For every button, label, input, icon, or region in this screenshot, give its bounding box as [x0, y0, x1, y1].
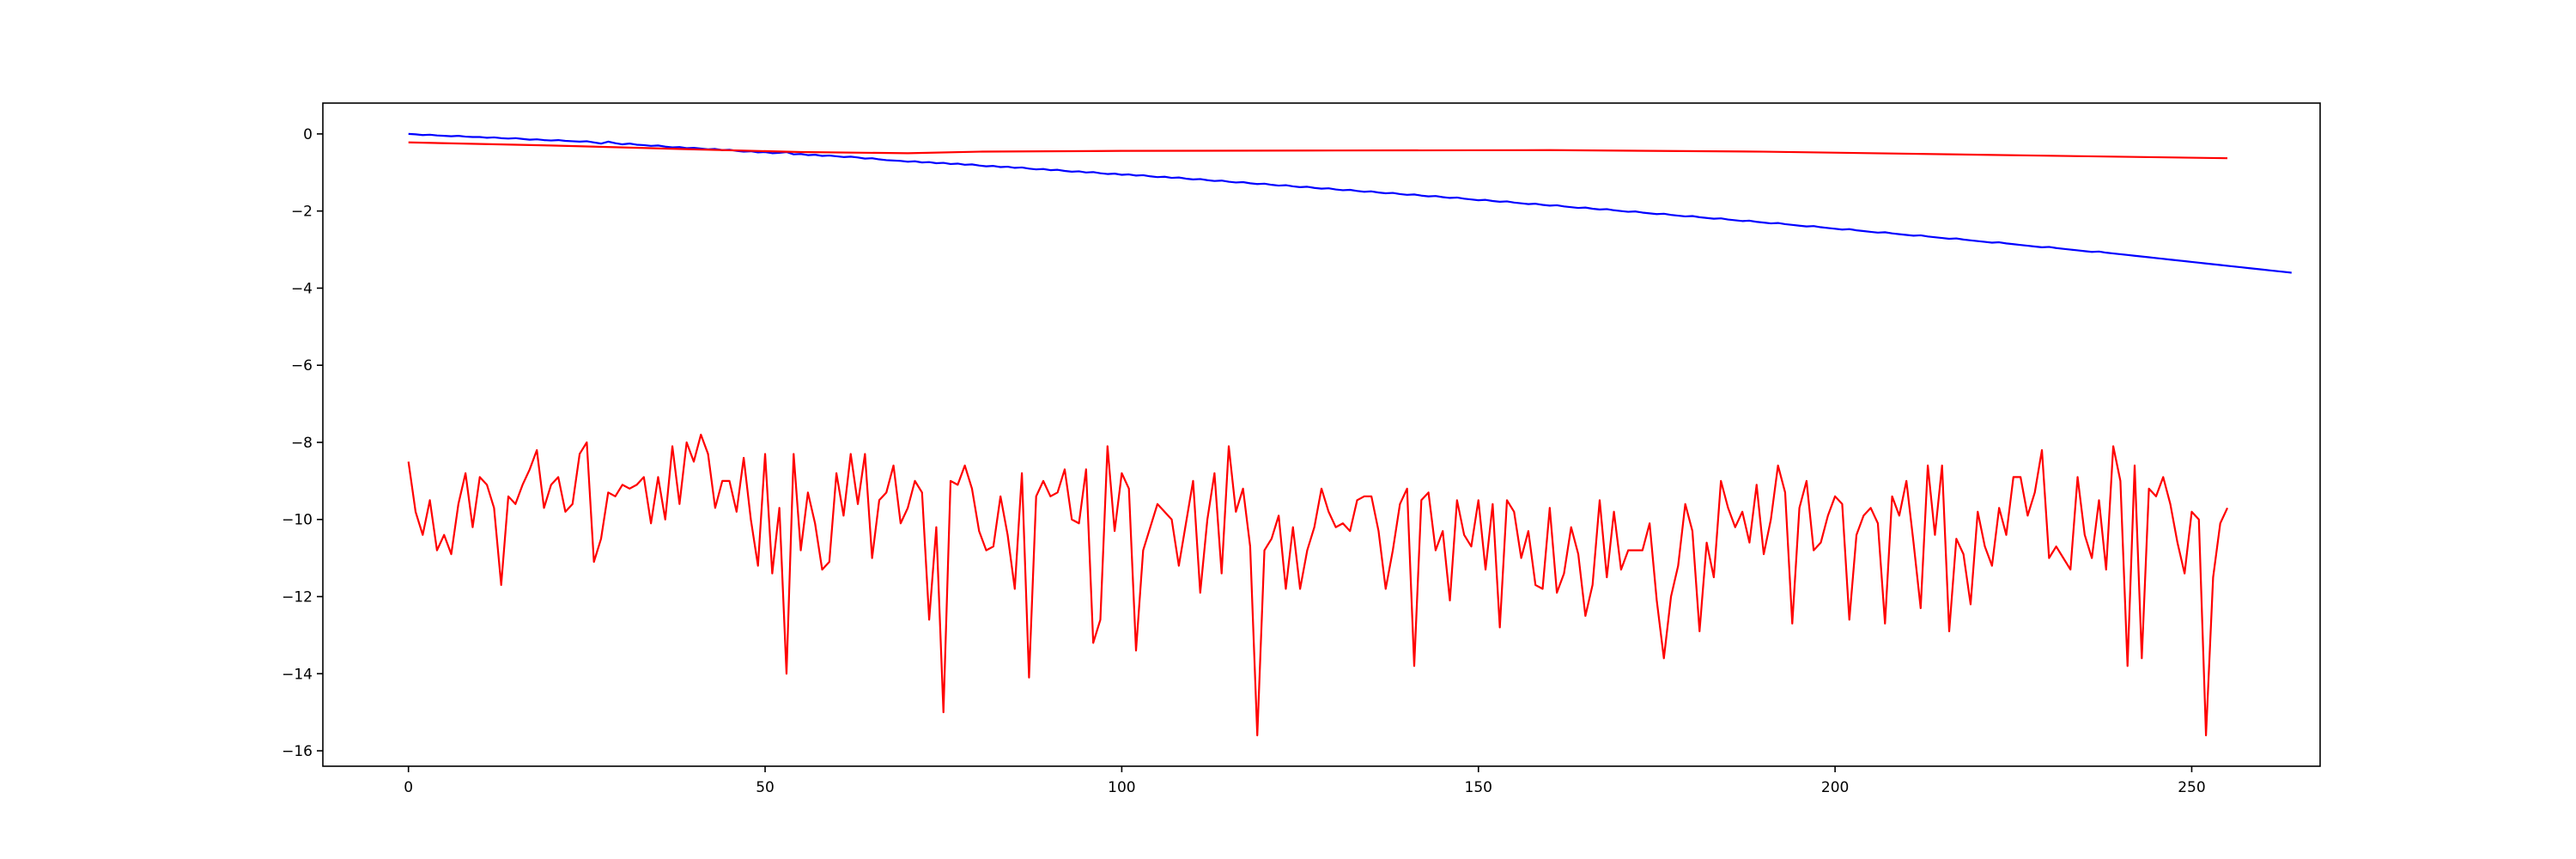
plot-background [323, 103, 2320, 766]
y-tick-label: −10 [282, 512, 313, 529]
x-tick-label: 100 [1108, 779, 1135, 796]
series-line-3 [407, 433, 2229, 737]
y-tick-label: −12 [282, 589, 313, 606]
y-tick-label: −6 [291, 357, 313, 375]
y-tick-label: −2 [291, 204, 313, 221]
y-tick-label: −8 [291, 435, 313, 452]
tick-layer: 0 50 100 150 200 250 0 −2 −4 −6 −8 −10 −12 −14 −16 [282, 126, 2206, 796]
y-tick-label: −4 [291, 280, 313, 297]
series-line-2 [408, 141, 2228, 160]
x-tick-label: 200 [1821, 779, 1849, 796]
series-layer [407, 132, 2292, 737]
plot-frame [322, 102, 2321, 767]
x-tick-label: 250 [2178, 779, 2205, 796]
x-tick-label: 150 [1465, 779, 1492, 796]
x-tick-label: 0 [404, 779, 413, 796]
x-tick-label: 50 [756, 779, 775, 796]
y-tick-label: −16 [282, 743, 313, 760]
y-tick-label: −14 [282, 666, 313, 683]
y-tick-label: 0 [303, 126, 313, 143]
